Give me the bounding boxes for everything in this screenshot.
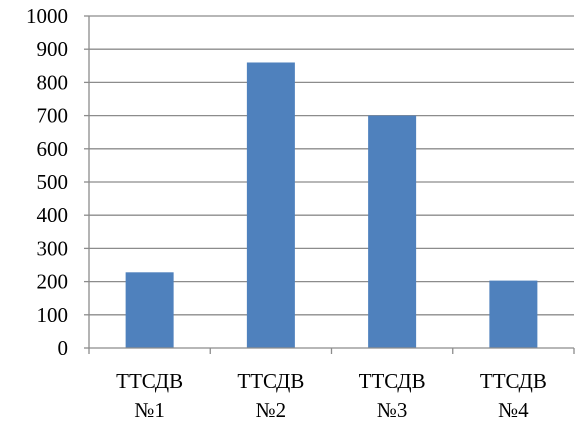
gridlines (84, 15, 575, 354)
bar-3 (368, 115, 417, 348)
bars (125, 62, 538, 348)
x-tick-label-4-line-1: ТТСДВ (480, 369, 547, 393)
y-tick-labels: 0 100 200 300 400 500 600 700 800 900 1000 (26, 4, 68, 360)
bar-4 (489, 280, 538, 348)
x-tick-label-1-line-1: ТТСДВ (116, 369, 183, 393)
x-tick-label-2-line-1: ТТСДВ (237, 369, 304, 393)
y-tick-label-400: 400 (37, 203, 69, 227)
x-tick-label-1-line-2: №1 (134, 398, 165, 422)
y-tick-label-100: 100 (37, 303, 69, 327)
x-tick-labels: ТТСДВ №1 ТТСДВ №2 ТТСДВ №3 ТТСДВ №4 (116, 369, 547, 422)
y-tick-label-700: 700 (37, 104, 69, 128)
x-tick-label-4-line-2: №4 (498, 398, 529, 422)
y-tick-label-500: 500 (37, 170, 69, 194)
x-tick-label-2-line-2: №2 (256, 398, 287, 422)
y-tick-label-300: 300 (37, 236, 69, 260)
axes (88, 16, 574, 349)
y-tick-label-0: 0 (58, 336, 69, 360)
bar-1 (125, 272, 174, 348)
y-tick-label-900: 900 (37, 37, 69, 61)
y-tick-label-600: 600 (37, 137, 69, 161)
x-tick-label-3-line-1: ТТСДВ (359, 369, 426, 393)
y-tick-label-800: 800 (37, 70, 69, 94)
x-tick-label-3-line-2: №3 (377, 398, 408, 422)
bar-2 (246, 62, 295, 348)
y-tick-label-200: 200 (37, 270, 69, 294)
y-tick-label-1000: 1000 (26, 4, 68, 28)
